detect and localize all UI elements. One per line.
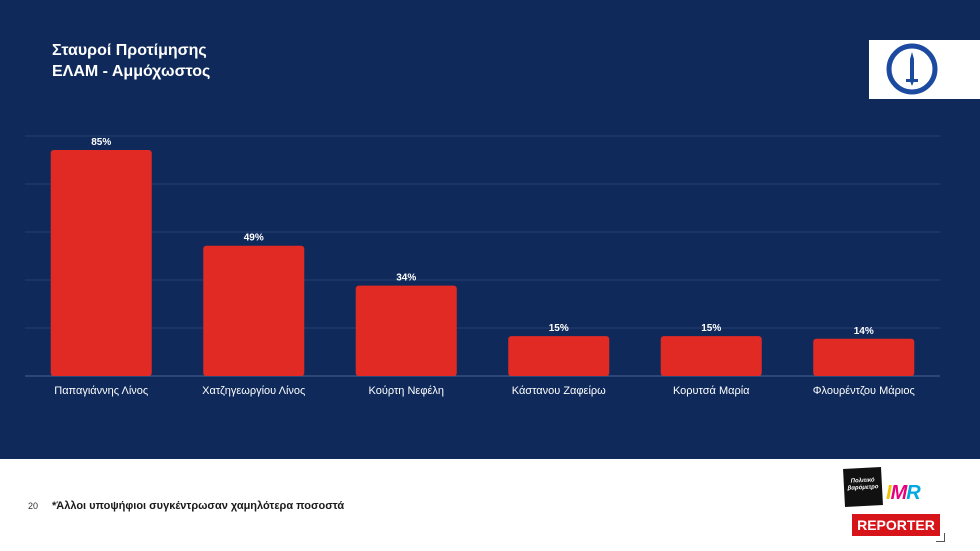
category-label: Χατζηγεωργίου Λίνος [202,385,305,397]
corner-mark [936,533,945,542]
brand-logos: Πολιτικό βαρόμετρο IMR REPORTER [842,467,952,544]
category-label: Κούρτη Νεφέλη [369,385,444,397]
title-line-2: ΕΛΑΜ - Αμμόχωστος [52,63,211,80]
bar [355,285,457,376]
page-number: 20 [28,501,39,511]
bar [813,338,915,376]
data-label: 49% [244,233,264,244]
data-label: 34% [396,273,416,284]
bar [660,336,762,376]
title-line-1: Σταυροί Προτίμησης [52,42,207,59]
data-label: 14% [854,326,874,337]
chart-panel [0,0,980,459]
party-logo [869,40,980,99]
category-label: Κορυτσά Μαρία [673,385,750,397]
bar-chart: 85% Παπαγιάννης Λίνος 49% Χατζηγεωργίου Λίν… [25,135,940,397]
footnote: *Άλλοι υποψήφιοι συγκέντρωσαν χαμηλότερα… [52,500,345,512]
politiko-barometro-logo: Πολιτικό βαρόμετρο [843,467,883,507]
imr-logo: IMR [886,482,921,504]
data-label: 15% [701,323,721,334]
bar [203,245,305,376]
bar [508,336,610,376]
category-label: Παπαγιάννης Λίνος [54,385,148,397]
page-title: Σταυροί Προτίμησης ΕΛΑΜ - Αμμόχωστος [52,40,210,82]
bar [50,150,152,376]
category-label: Κάστανου Ζαφείρω [512,385,606,397]
category-label: Φλουρέντζου Μάριος [813,385,915,397]
data-label: 15% [549,323,569,334]
data-label: 85% [91,137,111,148]
reporter-logo: REPORTER [852,514,940,536]
elam-shield-logo-icon [886,43,938,95]
